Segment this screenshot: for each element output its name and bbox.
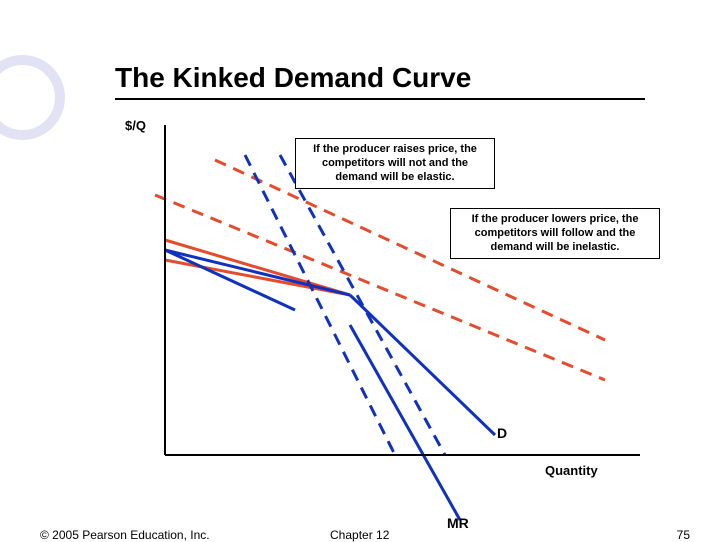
- blue-dashed-steep1: [245, 155, 395, 455]
- label-mr: MR: [447, 515, 469, 531]
- annotation-elastic: If the producer raises price, thecompeti…: [295, 138, 495, 189]
- blue-mr-lower: [350, 325, 460, 520]
- blue-demand-upper: [165, 250, 350, 295]
- annotation-inelastic: If the producer lowers price, thecompeti…: [450, 208, 660, 259]
- page-title: The Kinked Demand Curve: [115, 62, 471, 94]
- x-axis-label: Quantity: [545, 463, 598, 478]
- label-demand: D: [497, 425, 507, 441]
- decorative-circle: [0, 55, 65, 140]
- y-axis-label: $/Q: [125, 118, 146, 133]
- title-underline: [115, 98, 645, 100]
